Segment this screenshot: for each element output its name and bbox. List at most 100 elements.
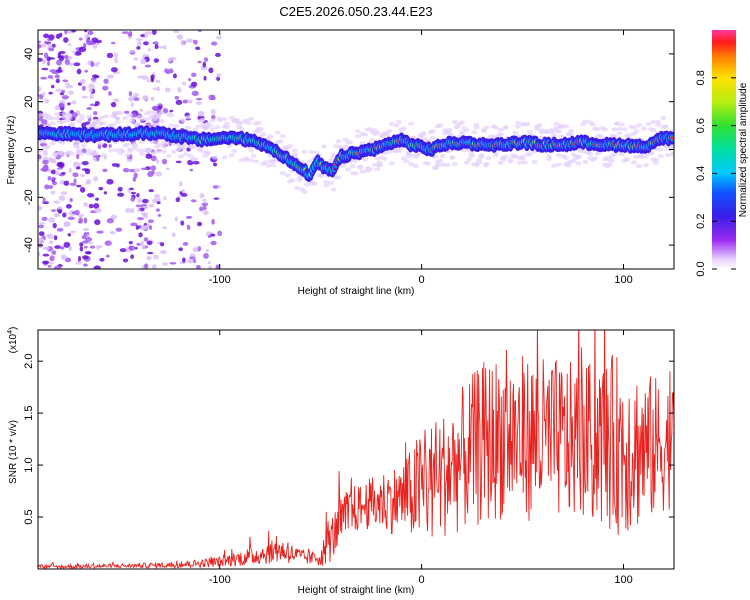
ridge-halo bbox=[563, 155, 570, 160]
ridge-halo bbox=[449, 155, 456, 160]
y-tick-label: 0.5 bbox=[23, 509, 35, 524]
ridge-halo bbox=[374, 167, 381, 172]
ridge-halo bbox=[551, 133, 558, 138]
noise-speck bbox=[154, 193, 161, 199]
noise-speck bbox=[151, 30, 157, 35]
noise-speck bbox=[136, 193, 140, 198]
ridge-halo bbox=[323, 180, 330, 185]
ridge-halo bbox=[420, 132, 427, 137]
noise-speck bbox=[51, 84, 55, 89]
noise-speck bbox=[52, 222, 57, 229]
noise-speck bbox=[192, 160, 200, 165]
noise-speck bbox=[76, 68, 82, 75]
noise-speck bbox=[63, 221, 69, 228]
y-tick-label: 40 bbox=[23, 48, 35, 60]
spectrogram-ylabel: Frequency (Hz) bbox=[6, 116, 17, 185]
ridge-halo bbox=[492, 125, 499, 130]
ridge-halo bbox=[301, 149, 308, 154]
ridge-halo bbox=[151, 151, 158, 156]
ridge-halo bbox=[555, 153, 562, 158]
y-tick-label: 0 bbox=[23, 146, 35, 152]
ridge-halo bbox=[669, 144, 674, 149]
noise-speck bbox=[114, 57, 118, 64]
noise-speck bbox=[38, 155, 43, 160]
noise-speck bbox=[40, 76, 48, 80]
x-tick-label: -100 bbox=[209, 274, 231, 286]
noise-speck bbox=[110, 214, 118, 220]
ridge-halo bbox=[386, 149, 393, 154]
noise-speck bbox=[96, 155, 100, 162]
noise-speck bbox=[50, 177, 57, 181]
ridge-halo bbox=[180, 145, 187, 150]
ridge-halo bbox=[221, 155, 228, 160]
noise-speck bbox=[208, 67, 214, 74]
ridge-halo bbox=[352, 171, 359, 176]
ridge-halo bbox=[669, 151, 674, 156]
noise-speck bbox=[38, 231, 45, 237]
noise-speck bbox=[106, 52, 114, 59]
ridge-halo bbox=[359, 169, 366, 174]
noise-speck bbox=[48, 47, 55, 52]
noise-speck bbox=[105, 254, 110, 258]
noise-speck bbox=[94, 208, 102, 213]
ridge-halo bbox=[185, 115, 192, 120]
ridge-halo bbox=[59, 120, 66, 125]
ridge-halo bbox=[168, 113, 175, 118]
ridge-halo bbox=[238, 158, 245, 163]
ridge-halo bbox=[652, 157, 659, 162]
noise-speck bbox=[61, 95, 69, 100]
ridge-halo bbox=[330, 152, 337, 157]
ridge-halo bbox=[85, 114, 92, 119]
noise-speck bbox=[82, 240, 89, 244]
noise-speck bbox=[197, 60, 202, 64]
ridge-halo bbox=[635, 164, 642, 169]
noise-speck bbox=[54, 105, 60, 111]
ridge-halo bbox=[311, 181, 318, 186]
ridge-halo bbox=[110, 122, 117, 127]
noise-speck bbox=[122, 167, 130, 173]
noise-speck bbox=[87, 30, 94, 36]
ridge-core bbox=[670, 136, 674, 140]
noise-speck bbox=[82, 255, 89, 260]
noise-speck bbox=[169, 262, 177, 265]
ridge-halo bbox=[645, 122, 652, 127]
noise-speck bbox=[202, 210, 209, 216]
ridge-halo bbox=[606, 162, 613, 167]
x-tick-label: 0 bbox=[419, 274, 425, 286]
noise-speck bbox=[50, 190, 56, 195]
ridge-halo bbox=[165, 153, 172, 158]
ridge-halo bbox=[400, 126, 407, 131]
noise-speck bbox=[150, 165, 157, 171]
ridge-halo bbox=[650, 128, 657, 133]
noise-speck bbox=[106, 218, 114, 224]
ridge-halo bbox=[512, 154, 519, 159]
noise-speck bbox=[67, 233, 72, 237]
ridge-halo bbox=[638, 153, 645, 158]
noise-speck bbox=[90, 77, 97, 81]
noise-speck bbox=[102, 85, 109, 91]
ridge-halo bbox=[151, 111, 158, 116]
noise-speck bbox=[47, 43, 51, 48]
noise-speck bbox=[42, 253, 50, 257]
noise-speck bbox=[64, 59, 71, 65]
noise-speck bbox=[102, 168, 108, 173]
ridge-halo bbox=[257, 127, 264, 132]
ridge-halo bbox=[131, 142, 138, 147]
noise-speck bbox=[142, 95, 149, 101]
noise-speck bbox=[189, 168, 194, 172]
noise-speck bbox=[41, 58, 47, 65]
ridge-halo bbox=[388, 161, 395, 166]
snr-scale-exponent: 4 bbox=[7, 330, 14, 334]
ridge-halo bbox=[536, 123, 543, 128]
ridge-halo bbox=[51, 152, 58, 157]
ridge-halo bbox=[177, 154, 184, 159]
ridge-halo bbox=[618, 122, 625, 127]
noise-speck bbox=[68, 245, 72, 252]
noise-speck bbox=[69, 230, 77, 234]
ridge-halo bbox=[44, 145, 51, 150]
ridge-halo bbox=[318, 173, 325, 178]
noise-speck bbox=[99, 257, 105, 262]
noise-speck bbox=[83, 245, 88, 249]
ridge-halo bbox=[301, 189, 308, 194]
noise-speck bbox=[162, 226, 168, 230]
